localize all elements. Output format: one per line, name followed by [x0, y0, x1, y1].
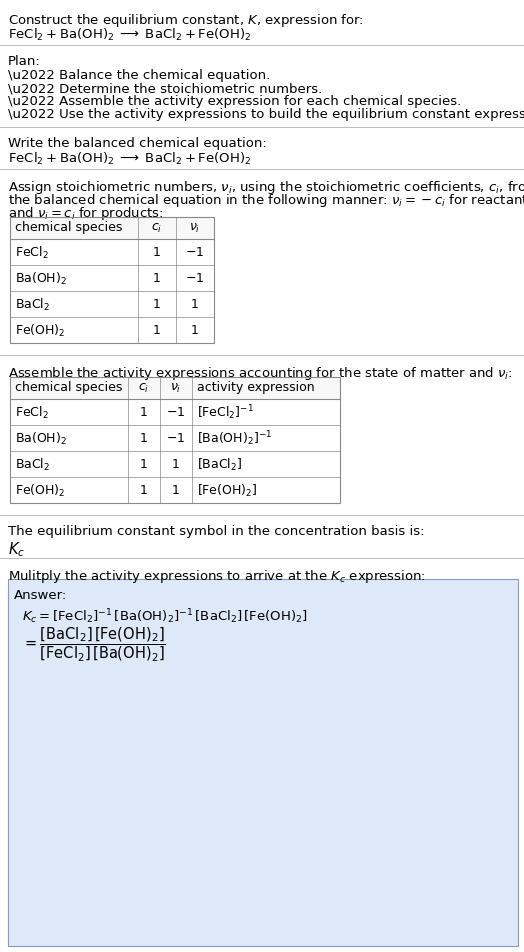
Text: Construct the equilibrium constant, $K$, expression for:: Construct the equilibrium constant, $K$,… — [8, 12, 364, 29]
Text: the balanced chemical equation in the following manner: $\nu_i = -c_i$ for react: the balanced chemical equation in the fo… — [8, 191, 524, 208]
Text: 1: 1 — [153, 298, 161, 311]
Text: \u2022 Determine the stoichiometric numbers.: \u2022 Determine the stoichiometric numb… — [8, 82, 322, 95]
Bar — [10, 378, 340, 400]
Bar — [10, 378, 340, 504]
Text: chemical species: chemical species — [15, 221, 123, 234]
Text: chemical species: chemical species — [15, 381, 123, 394]
Text: 1: 1 — [191, 298, 199, 311]
Text: $\mathrm{Fe(OH)_2}$: $\mathrm{Fe(OH)_2}$ — [15, 483, 66, 499]
Text: $\mathrm{[Fe(OH)_2]}$: $\mathrm{[Fe(OH)_2]}$ — [197, 483, 257, 499]
Text: $\mathrm{BaCl_2}$: $\mathrm{BaCl_2}$ — [15, 456, 50, 472]
Text: $\nu_i$: $\nu_i$ — [170, 381, 182, 394]
Text: \u2022 Assemble the activity expression for each chemical species.: \u2022 Assemble the activity expression … — [8, 95, 461, 108]
Text: $c_i$: $c_i$ — [138, 381, 150, 394]
Text: Write the balanced chemical equation:: Write the balanced chemical equation: — [8, 137, 267, 149]
Text: $\nu_i$: $\nu_i$ — [189, 221, 201, 234]
Text: Answer:: Answer: — [14, 588, 67, 602]
Text: $\mathrm{FeCl_2 + Ba(OH)_2 \;\longrightarrow\; BaCl_2 + Fe(OH)_2}$: $\mathrm{FeCl_2 + Ba(OH)_2 \;\longrighta… — [8, 150, 252, 167]
Text: 1: 1 — [172, 484, 180, 497]
Text: Plan:: Plan: — [8, 55, 41, 68]
Text: 1: 1 — [191, 325, 199, 337]
Text: 1: 1 — [153, 325, 161, 337]
Text: \u2022 Balance the chemical equation.: \u2022 Balance the chemical equation. — [8, 69, 270, 82]
Text: 1: 1 — [172, 458, 180, 471]
Text: 1: 1 — [153, 247, 161, 259]
Text: 1: 1 — [140, 407, 148, 419]
Text: $K_c$: $K_c$ — [8, 540, 25, 558]
Text: 1: 1 — [140, 432, 148, 445]
Text: $\mathrm{Fe(OH)_2}$: $\mathrm{Fe(OH)_2}$ — [15, 323, 66, 339]
Text: $\mathrm{FeCl_2 + Ba(OH)_2 \;\longrightarrow\; BaCl_2 + Fe(OH)_2}$: $\mathrm{FeCl_2 + Ba(OH)_2 \;\longrighta… — [8, 27, 252, 43]
Text: $\mathrm{BaCl_2}$: $\mathrm{BaCl_2}$ — [15, 297, 50, 312]
Text: $-1$: $-1$ — [167, 432, 185, 445]
Text: $-1$: $-1$ — [167, 407, 185, 419]
Text: and $\nu_i = c_i$ for products:: and $\nu_i = c_i$ for products: — [8, 205, 163, 222]
Bar — [10, 218, 214, 240]
Text: $\mathrm{Ba(OH)_2}$: $\mathrm{Ba(OH)_2}$ — [15, 430, 67, 446]
Text: activity expression: activity expression — [197, 381, 314, 394]
Text: $\mathrm{[FeCl_2]^{-1}}$: $\mathrm{[FeCl_2]^{-1}}$ — [197, 404, 254, 422]
Text: 1: 1 — [140, 458, 148, 471]
Text: \u2022 Use the activity expressions to build the equilibrium constant expression: \u2022 Use the activity expressions to b… — [8, 108, 524, 121]
Text: $-1$: $-1$ — [185, 272, 204, 286]
Text: $\mathrm{[BaCl_2]}$: $\mathrm{[BaCl_2]}$ — [197, 456, 242, 472]
Text: Assemble the activity expressions accounting for the state of matter and $\nu_i$: Assemble the activity expressions accoun… — [8, 365, 512, 382]
Text: 1: 1 — [153, 272, 161, 286]
Text: $= \dfrac{\mathrm{[BaCl_2]\,[Fe(OH)_2]}}{\mathrm{[FeCl_2]\,[Ba(OH)_2]}}$: $= \dfrac{\mathrm{[BaCl_2]\,[Fe(OH)_2]}}… — [22, 625, 166, 663]
Text: Assign stoichiometric numbers, $\nu_i$, using the stoichiometric coefficients, $: Assign stoichiometric numbers, $\nu_i$, … — [8, 179, 524, 196]
Text: The equilibrium constant symbol in the concentration basis is:: The equilibrium constant symbol in the c… — [8, 525, 424, 538]
Text: $\mathrm{FeCl_2}$: $\mathrm{FeCl_2}$ — [15, 405, 49, 421]
Text: 1: 1 — [140, 484, 148, 497]
Bar — [10, 218, 214, 344]
Text: $\mathrm{[Ba(OH)_2]^{-1}}$: $\mathrm{[Ba(OH)_2]^{-1}}$ — [197, 429, 272, 447]
Text: Mulitply the activity expressions to arrive at the $K_c$ expression:: Mulitply the activity expressions to arr… — [8, 567, 426, 585]
Text: $-1$: $-1$ — [185, 247, 204, 259]
Text: $\mathrm{Ba(OH)_2}$: $\mathrm{Ba(OH)_2}$ — [15, 270, 67, 287]
Text: $c_i$: $c_i$ — [151, 221, 162, 234]
Bar — [8, 580, 518, 946]
Text: $\mathrm{FeCl_2}$: $\mathrm{FeCl_2}$ — [15, 245, 49, 261]
Text: $K_c = \mathrm{[FeCl_2]^{-1}\,[Ba(OH)_2]^{-1}\,[BaCl_2]\,[Fe(OH)_2]}$: $K_c = \mathrm{[FeCl_2]^{-1}\,[Ba(OH)_2]… — [22, 606, 308, 625]
